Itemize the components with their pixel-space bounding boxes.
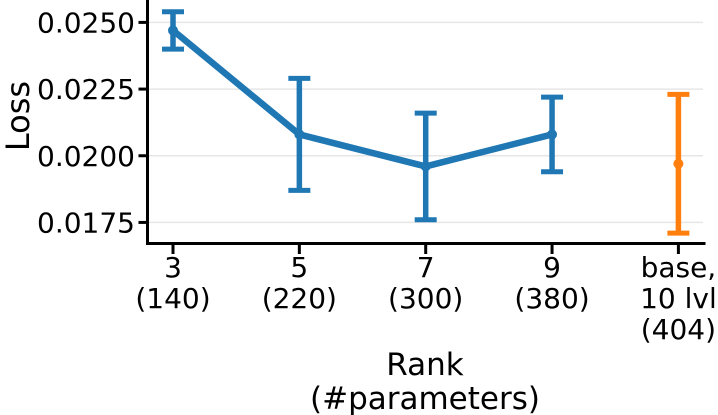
data-point-marker-rank-sweep	[168, 25, 178, 36]
data-point-marker-rank-sweep	[294, 129, 305, 140]
series-line-rank-sweep	[170, 27, 553, 170]
y-tick-label: 0.0200	[37, 140, 135, 173]
x-tick-label: 5	[290, 251, 308, 284]
x-tick-label: 10 lvl	[640, 282, 717, 315]
x-tick-label: (404)	[641, 313, 716, 346]
x-tick-label: (300)	[388, 282, 463, 315]
x-tick-label: 9	[543, 251, 561, 284]
data-point-marker-rank-sweep	[420, 161, 431, 172]
x-tick-label: (380)	[514, 282, 589, 315]
x-axis-label: Rank (#parameters)	[275, 348, 575, 415]
y-tick-label: 0.0225	[37, 73, 135, 106]
x-tick-label: (220)	[262, 282, 337, 315]
x-tick-label: (140)	[135, 282, 210, 315]
x-tick-label: 3	[164, 251, 182, 284]
data-point-marker-baseline	[673, 158, 684, 169]
x-tick-label: base,	[641, 251, 717, 284]
x-tick-label: 7	[417, 251, 435, 284]
x-axis-label-line1: Rank	[386, 347, 464, 383]
y-tick-label: 0.0250	[37, 6, 135, 39]
x-axis-label-line2: (#parameters)	[310, 381, 540, 415]
y-tick-label: 0.0175	[37, 206, 135, 239]
data-point-marker-rank-sweep	[547, 129, 558, 140]
y-axis-label: Loss	[0, 80, 37, 152]
